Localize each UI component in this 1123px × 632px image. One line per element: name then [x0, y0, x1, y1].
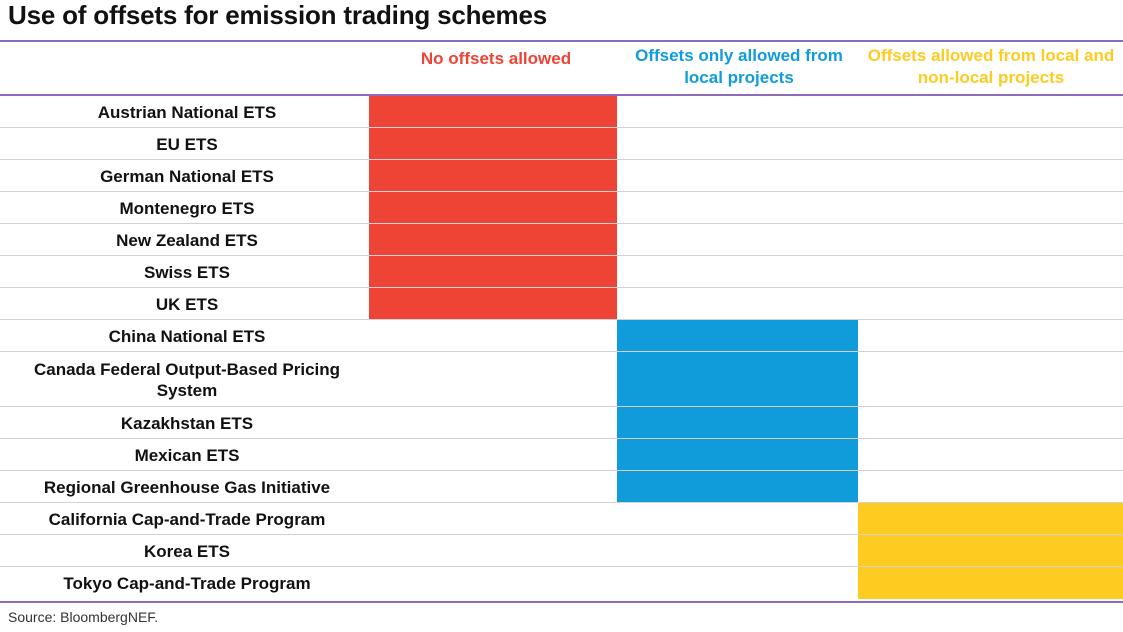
row-divider	[0, 534, 1123, 535]
row-divider	[0, 502, 1123, 503]
row-divider	[0, 255, 1123, 256]
bottom-rule	[0, 601, 1123, 603]
row-divider	[0, 438, 1123, 439]
row-divider	[0, 319, 1123, 320]
column-header-local-and-nonlocal: Offsets allowed from local and non-local…	[867, 46, 1115, 87]
row-label: Canada Federal Output-Based Pricing Syst…	[33, 359, 341, 400]
row-divider	[0, 127, 1123, 128]
row-divider	[0, 223, 1123, 224]
row-label: China National ETS	[108, 326, 266, 346]
row-label: Montenegro ETS	[119, 198, 255, 218]
category-cell	[617, 407, 858, 439]
category-cell	[369, 224, 617, 256]
category-cell	[858, 535, 1123, 567]
row-label: UK ETS	[155, 294, 219, 314]
row-divider	[0, 159, 1123, 160]
row-label: EU ETS	[156, 134, 218, 154]
source-note: Source: BloombergNEF.	[8, 609, 159, 625]
row-label: Austrian National ETS	[97, 102, 277, 122]
row-label: Regional Greenhouse Gas Initiative	[43, 477, 331, 497]
category-cell	[369, 192, 617, 224]
category-cell	[369, 288, 617, 320]
category-cell	[617, 471, 858, 503]
category-cell	[617, 439, 858, 471]
row-divider	[0, 470, 1123, 471]
category-cell	[369, 128, 617, 160]
column-header-no-offsets: No offsets allowed	[420, 49, 572, 68]
row-label: German National ETS	[100, 166, 274, 186]
row-divider	[0, 351, 1123, 352]
row-label: New Zealand ETS	[116, 230, 258, 250]
row-divider	[0, 287, 1123, 288]
row-label: Kazakhstan ETS	[120, 413, 254, 433]
category-cell	[369, 96, 617, 128]
row-divider	[0, 191, 1123, 192]
category-cell	[858, 503, 1123, 535]
category-cell	[369, 160, 617, 192]
row-divider	[0, 566, 1123, 567]
row-label: Korea ETS	[144, 541, 230, 561]
category-cell	[617, 320, 858, 352]
category-cell	[369, 256, 617, 288]
top-rule	[0, 40, 1123, 42]
category-cell	[858, 567, 1123, 599]
row-divider	[0, 406, 1123, 407]
row-label: Mexican ETS	[134, 445, 240, 465]
header-rule	[0, 94, 1123, 96]
category-cell	[617, 352, 858, 407]
row-label: Tokyo Cap-and-Trade Program	[63, 573, 311, 593]
row-label: California Cap-and-Trade Program	[48, 509, 326, 529]
column-header-local-only: Offsets only allowed from local projects	[635, 46, 843, 87]
row-label: Swiss ETS	[144, 262, 230, 282]
chart-title: Use of offsets for emission trading sche…	[8, 0, 547, 30]
